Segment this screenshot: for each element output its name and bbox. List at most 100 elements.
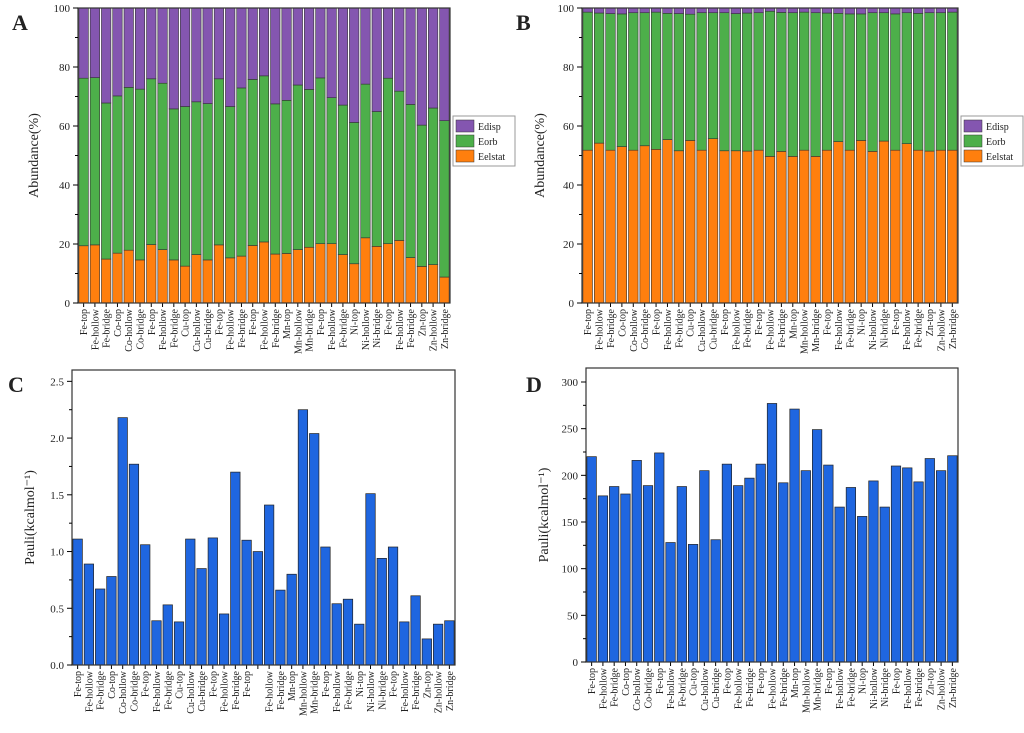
x-tick-label: Fe-top <box>214 309 225 335</box>
bar-eorb <box>833 13 844 142</box>
x-tick-label: Cu-bridge <box>203 308 214 349</box>
x-tick-label: Fe-hollow <box>220 670 231 712</box>
bar-eelstat <box>650 149 662 304</box>
x-tick-label: Fe-bridge <box>745 667 756 706</box>
x-tick-label: Fe-hollow <box>666 667 677 709</box>
bar-eelstat <box>878 140 890 304</box>
x-tick-label: Fe-hollow <box>395 308 406 350</box>
bar <box>620 493 631 663</box>
bar-eorb <box>821 12 833 151</box>
bar-eelstat <box>935 149 946 304</box>
bar <box>399 621 410 666</box>
bar-eorb <box>594 12 605 144</box>
bar-eelstat <box>382 243 394 304</box>
bar <box>140 544 151 666</box>
bar-eelstat <box>112 252 123 304</box>
x-tick-label: Cu-hollow <box>697 308 708 352</box>
panel-label: C <box>8 372 24 397</box>
bar-eorb <box>605 13 616 151</box>
y-tick-label: 100 <box>562 564 579 576</box>
bar-eorb <box>878 12 890 142</box>
x-tick-label: Ni-bridge <box>377 670 388 709</box>
bar <box>778 482 789 663</box>
bar <box>320 546 331 666</box>
y-tick-label: 0.5 <box>50 603 64 615</box>
x-tick-label: Cu-bridge <box>711 667 722 708</box>
bar-eelstat <box>394 240 405 304</box>
legend-swatch <box>963 119 983 133</box>
x-tick-label: Zn-hollow <box>936 308 947 351</box>
x-tick-label: Fe-bridge <box>231 670 242 709</box>
bar-eorb <box>867 12 878 152</box>
bar-eorb <box>662 13 673 140</box>
panel-label: D <box>526 372 542 397</box>
bar-eelstat <box>191 254 202 304</box>
x-tick-label: Mn-top <box>790 668 801 698</box>
bar-eorb <box>924 12 935 152</box>
bar-eelstat <box>180 265 191 304</box>
x-tick-label: Fe-top <box>754 309 765 335</box>
y-tick-label: 2.5 <box>50 376 64 388</box>
bar-eorb <box>146 78 157 245</box>
x-tick-label: Fe-top <box>208 671 219 697</box>
bar-eorb <box>890 13 901 151</box>
y-tick-label: 40 <box>59 180 71 192</box>
bar-edisp <box>191 7 202 103</box>
x-tick-label: Fe-bridge <box>677 667 688 706</box>
bar <box>857 516 868 663</box>
x-tick-label: Co-hollow <box>124 308 135 352</box>
x-tick-label: Mn-top <box>282 309 293 339</box>
x-tick-label: Ni-hollow <box>869 667 880 709</box>
bar-edisp <box>292 7 303 86</box>
x-tick-label: Fe-top <box>824 668 835 694</box>
bar-edisp <box>146 7 157 80</box>
x-tick-label: Fe-top <box>587 668 598 694</box>
bar-eorb <box>180 106 191 267</box>
y-tick-label: 100 <box>558 3 575 15</box>
bar-eelstat <box>924 150 935 304</box>
bar <box>755 463 766 663</box>
bar-edisp <box>213 7 224 80</box>
bar-eorb <box>123 87 134 251</box>
x-tick-label: Fe-top <box>583 309 594 335</box>
x-tick-label: Fe-hollow <box>400 670 411 712</box>
x-tick-label: Co-bridge <box>129 670 140 711</box>
bar-edisp <box>382 7 394 79</box>
bar-edisp <box>901 7 912 14</box>
bar-eelstat <box>707 138 719 304</box>
bar-eorb <box>685 13 696 141</box>
x-tick-label: Mn-hollow <box>298 670 309 716</box>
bar-edisp <box>685 7 696 15</box>
bar <box>597 495 608 663</box>
y-tick-label: 300 <box>562 377 579 389</box>
bar-edisp <box>349 7 360 123</box>
x-tick-label: Co-bridge <box>644 667 655 708</box>
bar-eelstat <box>405 257 416 304</box>
bar-edisp <box>821 7 833 14</box>
bar-edisp <box>913 7 924 14</box>
bar-eelstat <box>270 253 281 304</box>
bar <box>309 433 320 666</box>
bar-eelstat <box>867 151 878 304</box>
x-tick-label: Cu-top <box>175 671 186 699</box>
x-tick-label: Fe-hollow <box>90 308 101 350</box>
bar-eelstat <box>947 149 958 304</box>
x-tick-label: Cu-hollow <box>192 308 203 352</box>
bar-eelstat <box>360 237 371 304</box>
bar-edisp <box>101 7 112 104</box>
bar <box>800 470 811 663</box>
bar-eorb <box>304 89 315 248</box>
bar <box>902 467 913 663</box>
x-tick-label: Fe-bridge <box>743 308 754 347</box>
x-tick-label: Ni-hollow <box>868 308 879 350</box>
bar-eelstat <box>582 149 593 304</box>
bar-eelstat <box>696 149 707 304</box>
bar-edisp <box>867 7 878 14</box>
bar-edisp <box>890 7 901 15</box>
bar-eorb <box>616 13 627 147</box>
x-tick-label: Fe-bridge <box>845 308 856 347</box>
bar-eelstat <box>719 150 730 304</box>
bar-eelstat <box>304 246 315 304</box>
bar <box>83 563 94 666</box>
bar-edisp <box>924 7 935 14</box>
